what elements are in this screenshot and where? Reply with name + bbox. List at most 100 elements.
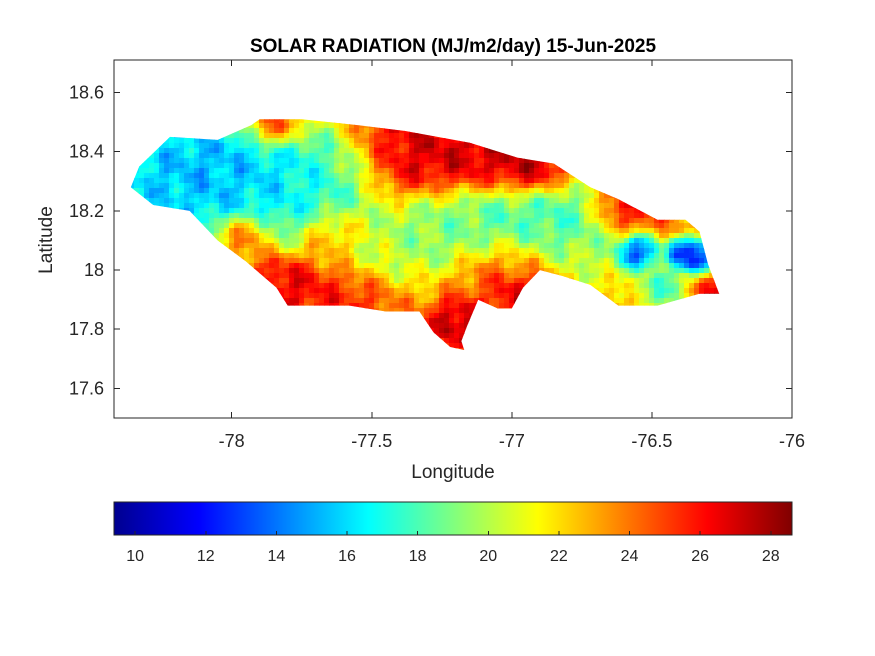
heat-cell (464, 268, 470, 274)
heat-cell (314, 178, 320, 184)
heat-cell (634, 293, 640, 299)
heat-cell (394, 248, 400, 254)
heat-cell (219, 193, 225, 199)
heat-cell (319, 293, 325, 299)
heat-cell (269, 163, 275, 169)
heat-cell (214, 193, 220, 199)
heat-cell (699, 288, 705, 294)
heat-cell (434, 178, 440, 184)
heat-cell (214, 143, 220, 149)
heat-cell (699, 283, 705, 289)
heat-cell (329, 238, 335, 244)
heat-cell (334, 288, 340, 294)
heat-cell (314, 288, 320, 294)
heat-cell (404, 203, 410, 209)
heat-cell (409, 293, 415, 299)
heat-cell (299, 283, 305, 289)
heat-cell (299, 128, 305, 134)
heat-cell (239, 138, 245, 144)
heat-cell (184, 138, 190, 144)
heat-cell (144, 173, 150, 179)
heat-cell (574, 233, 580, 239)
heat-cell (459, 308, 465, 314)
heat-cell (484, 203, 490, 209)
heat-cell (249, 198, 255, 204)
heat-cell (454, 223, 460, 229)
heat-cell (509, 293, 515, 299)
heat-cell (439, 263, 445, 269)
heat-cell (559, 268, 565, 274)
heat-cell (404, 233, 410, 239)
heat-cell (649, 223, 655, 229)
heat-cell (599, 273, 605, 279)
heat-cell (284, 128, 290, 134)
heat-cell (394, 253, 400, 259)
heat-cell (424, 288, 430, 294)
heat-cell (679, 238, 685, 244)
heat-cell (479, 293, 485, 299)
heat-cell (419, 293, 425, 299)
heat-cell (524, 263, 530, 269)
heat-cell (339, 183, 345, 189)
heat-cell (279, 128, 285, 134)
heat-cell (334, 253, 340, 259)
heat-cell (444, 283, 450, 289)
heat-cell (464, 148, 470, 154)
heat-cell (369, 173, 375, 179)
heat-cell (324, 178, 330, 184)
heat-cell (689, 278, 695, 284)
heat-cell (449, 278, 455, 284)
heat-cell (334, 208, 340, 214)
heat-cell (614, 293, 620, 299)
heat-cell (479, 223, 485, 229)
heat-cell (349, 228, 355, 234)
heat-cell (544, 213, 550, 219)
heat-cell (439, 223, 445, 229)
heat-cell (144, 183, 150, 189)
heat-cell (349, 158, 355, 164)
heat-cell (439, 288, 445, 294)
heat-cell (334, 128, 340, 134)
heat-cell (619, 278, 625, 284)
heat-cell (364, 273, 370, 279)
heat-cell (334, 193, 340, 199)
heat-cell (434, 193, 440, 199)
heat-cell (244, 153, 250, 159)
heat-cell (334, 228, 340, 234)
heat-cell (689, 243, 695, 249)
heat-cell (669, 258, 675, 264)
heat-cell (454, 248, 460, 254)
heat-cell (229, 178, 235, 184)
heat-cell (614, 243, 620, 249)
heat-cell (279, 248, 285, 254)
heat-cell (474, 223, 480, 229)
heat-cell (439, 183, 445, 189)
heat-cell (509, 283, 515, 289)
heat-cell (224, 148, 230, 154)
heat-cell (579, 218, 585, 224)
heat-cell (239, 173, 245, 179)
heat-cell (204, 143, 210, 149)
heat-cell (544, 253, 550, 259)
heat-cell (374, 163, 380, 169)
heat-cell (599, 288, 605, 294)
heat-cell (404, 188, 410, 194)
heat-cell (574, 193, 580, 199)
heat-cell (344, 293, 350, 299)
heat-cell (284, 263, 290, 269)
heat-cell (289, 163, 295, 169)
heat-cell (409, 223, 415, 229)
heat-cell (309, 288, 315, 294)
heat-cell (444, 218, 450, 224)
heat-cell (429, 163, 435, 169)
heat-cell (264, 238, 270, 244)
heat-cell (569, 253, 575, 259)
heat-cell (439, 283, 445, 289)
heat-cell (639, 253, 645, 259)
heat-cell (519, 198, 525, 204)
heat-cell (444, 163, 450, 169)
heat-cell (324, 283, 330, 289)
heat-cell (614, 213, 620, 219)
heat-cell (499, 263, 505, 269)
heat-cell (499, 173, 505, 179)
